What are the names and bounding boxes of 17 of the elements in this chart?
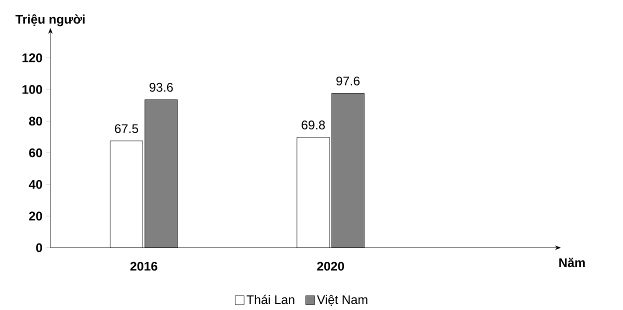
y-tick-label: 60: [29, 148, 42, 158]
data-label: 67.5: [114, 124, 138, 134]
data-label: 69.8: [302, 120, 325, 130]
y-tick-label: 40: [28, 180, 42, 189]
data-label: 93.6: [150, 82, 173, 92]
y-axis-title: Triệu người: [16, 14, 85, 26]
y-tick-label: 80: [29, 116, 42, 126]
legend-label: Thái Lan: [246, 294, 294, 304]
y-tick-label: 100: [22, 85, 42, 94]
legend-label: Việt Nam: [316, 294, 368, 306]
y-tick-label: 0: [36, 243, 42, 252]
y-tick-label: 20: [29, 212, 42, 220]
data-label: 97.6: [336, 76, 360, 86]
x-tick-label: 2016: [130, 262, 158, 271]
x-tick-label: 2020: [317, 262, 344, 271]
y-tick-label: 120: [22, 53, 42, 62]
x-axis-title: Năm: [559, 258, 585, 268]
